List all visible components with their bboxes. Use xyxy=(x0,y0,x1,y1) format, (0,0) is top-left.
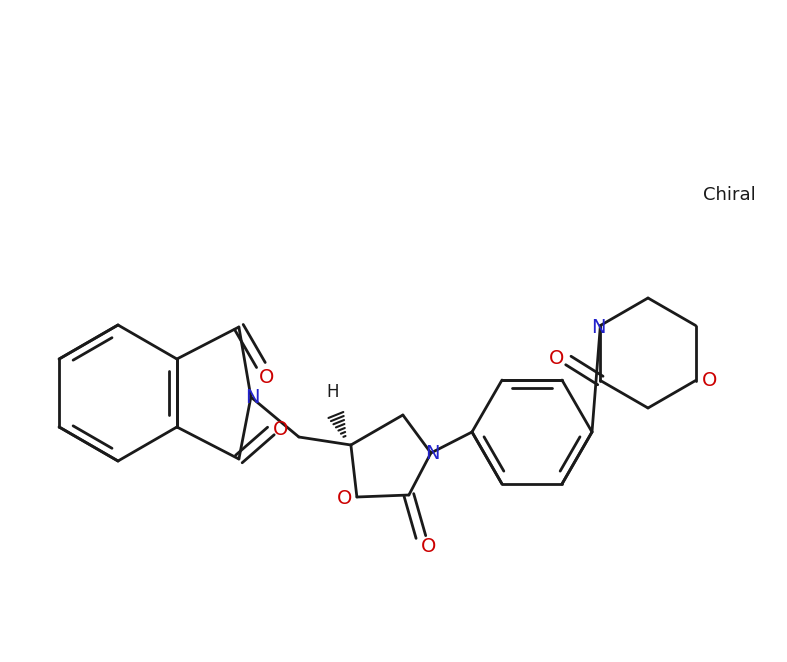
Text: O: O xyxy=(273,420,289,438)
Text: N: N xyxy=(425,444,439,463)
Text: O: O xyxy=(549,349,564,368)
Text: O: O xyxy=(702,371,717,390)
Text: N: N xyxy=(245,387,259,406)
Text: O: O xyxy=(421,538,437,557)
Text: Chiral: Chiral xyxy=(703,186,756,204)
Text: O: O xyxy=(259,367,275,387)
Text: N: N xyxy=(591,318,606,337)
Text: H: H xyxy=(327,383,339,401)
Text: O: O xyxy=(337,489,353,508)
